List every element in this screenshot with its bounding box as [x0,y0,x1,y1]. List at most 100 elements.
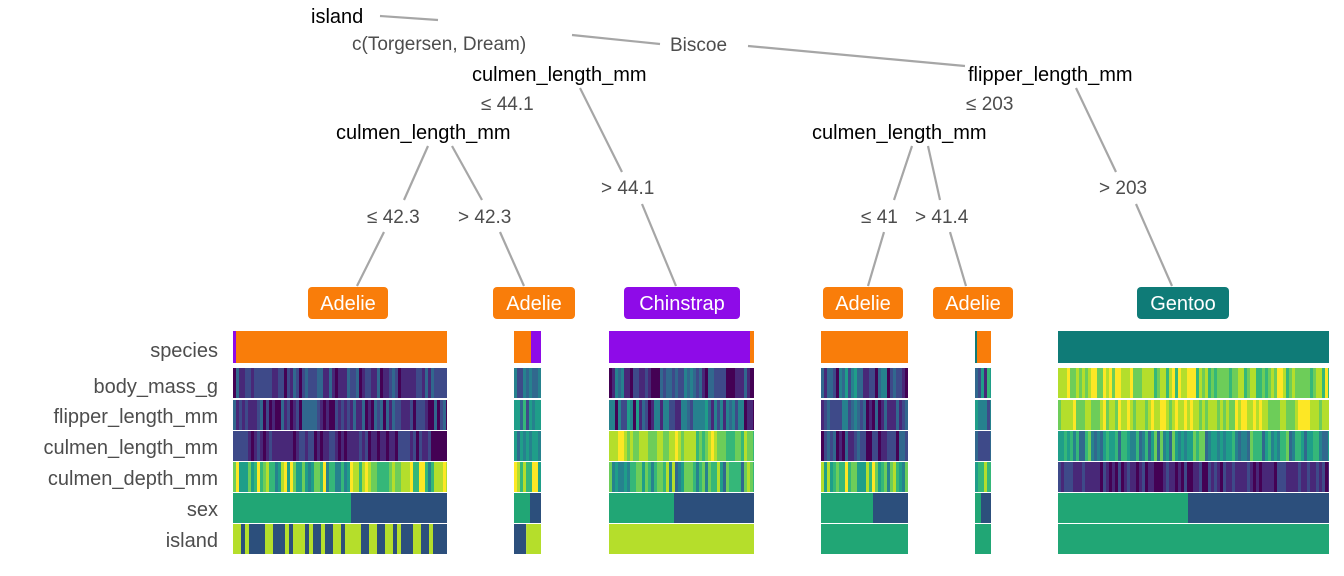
heat-cell [1145,462,1148,492]
heat-cell [1073,368,1076,398]
heat-cell [1280,368,1283,398]
heat-cell [1205,368,1208,398]
heat-cell [699,462,702,492]
heat-cell [654,431,657,461]
heat-cell [851,400,854,430]
tree-edges [356,14,1174,287]
heat-cell [538,462,541,492]
heat-cell [281,400,284,430]
row-label-culmen-depth: culmen_depth_mm [48,468,218,490]
heat-cell [869,400,872,430]
heat-cell [738,431,741,461]
heat-cell [529,400,532,430]
heat-cell [1130,462,1133,492]
heat-cell [1244,462,1247,492]
heat-cell [1085,431,1088,461]
heat-cell [428,368,431,398]
heat-cell [648,368,651,398]
heat-cell [1259,400,1262,430]
heat-cell [1271,368,1274,398]
heat-cell [720,400,723,430]
heat-cell [612,400,615,430]
heat-cell [875,431,878,461]
heat-cell [1223,368,1226,398]
island-cell [233,524,237,554]
heat-cell [1328,368,1329,398]
heat-cell [1241,400,1244,430]
sex-cell-female [609,493,674,523]
heat-cell [1307,368,1310,398]
island-cell [821,524,908,554]
island-cell [317,524,321,554]
heat-cell [1286,462,1289,492]
heat-cell [302,368,305,398]
heat-cell [824,431,827,461]
heat-cell [236,400,239,430]
heat-cell [624,400,627,430]
island-cell [265,524,269,554]
heat-cell [416,368,419,398]
heat-cell [1106,431,1109,461]
heat-cell [1124,431,1127,461]
heat-cell [1079,462,1082,492]
heat-cell [1202,431,1205,461]
leaf-label-5: Adelie [945,293,1001,315]
heat-cell [362,368,365,398]
heat-cell [648,400,651,430]
edge-label-ll-left: ≤ 42.3 [367,207,420,228]
heat-cell [663,400,666,430]
heat-cell [732,431,735,461]
heat-cell [281,462,284,492]
heat-cell [353,431,356,461]
heat-cell [1256,368,1259,398]
heat-cell [687,368,690,398]
heat-cell [627,431,630,461]
heat-cell [878,368,881,398]
heat-cell [532,368,535,398]
heat-cell [845,462,848,492]
heat-cell [514,400,517,430]
heat-cell [1214,431,1217,461]
edge-label-ri-left: ≤ 203 [966,94,1013,115]
heat-cell [899,431,902,461]
heat-cell [741,462,744,492]
heat-cell [538,400,541,430]
heat-cell [538,431,541,461]
heat-cell [618,462,621,492]
heat-cell [350,462,353,492]
heat-cell [854,462,857,492]
heat-cell [1226,431,1229,461]
heat-cell [717,431,720,461]
heat-cell [1058,400,1061,430]
heat-cell [1130,368,1133,398]
heat-cell [672,368,675,398]
heat-cell [714,400,717,430]
heat-cell [338,400,341,430]
heat-cell [1328,400,1329,430]
heat-cell [523,400,526,430]
heat-cell [990,400,991,430]
heat-cell [1154,431,1157,461]
heat-cell [821,431,824,461]
heat-cell [615,431,618,461]
heat-cell [359,400,362,430]
heat-cell [275,462,278,492]
heat-cell [1151,368,1154,398]
heat-cell [437,400,440,430]
heat-cell [702,400,705,430]
heat-cell [690,462,693,492]
heat-cell [666,368,669,398]
heat-cell [821,462,824,492]
heat-cell [735,462,738,492]
heat-cell [978,400,981,430]
heat-cell [263,462,266,492]
heat-cell [314,431,317,461]
heat-cell [896,400,899,430]
heat-cell [520,431,523,461]
heat-cell [1139,431,1142,461]
edge-label-rl-left: ≤ 41 [861,207,898,228]
heat-cell [1058,462,1061,492]
heat-cell [899,368,902,398]
heat-cell [350,368,353,398]
heat-cell [413,400,416,430]
